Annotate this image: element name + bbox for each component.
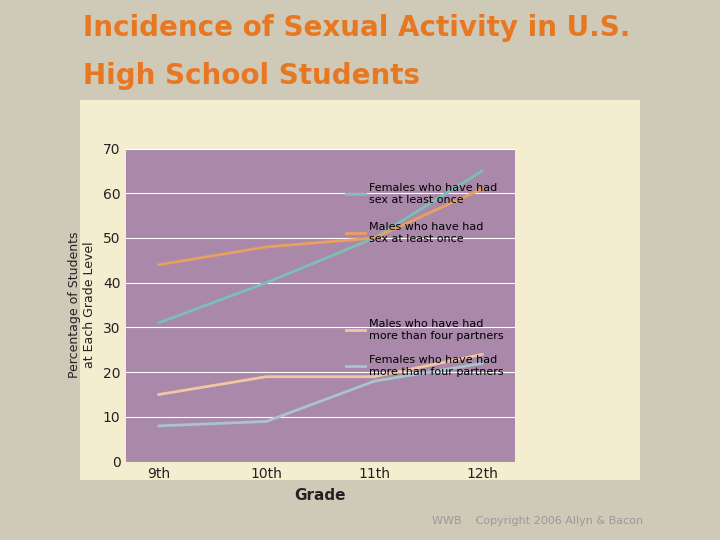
Text: Incidence of Sexual Activity in U.S.: Incidence of Sexual Activity in U.S. <box>83 14 630 42</box>
Text: High School Students: High School Students <box>83 62 420 90</box>
Y-axis label: Percentage of Students
at Each Grade Level: Percentage of Students at Each Grade Lev… <box>68 232 96 379</box>
Text: Females who have had
more than four partners: Females who have had more than four part… <box>369 355 503 377</box>
Text: Females who have had
sex at least once: Females who have had sex at least once <box>369 183 498 205</box>
Text: Males who have had
more than four partners: Males who have had more than four partne… <box>369 319 503 341</box>
Text: WWB    Copyright 2006 Allyn & Bacon: WWB Copyright 2006 Allyn & Bacon <box>432 516 643 526</box>
X-axis label: Grade: Grade <box>294 488 346 503</box>
Text: Males who have had
sex at least once: Males who have had sex at least once <box>369 222 483 244</box>
